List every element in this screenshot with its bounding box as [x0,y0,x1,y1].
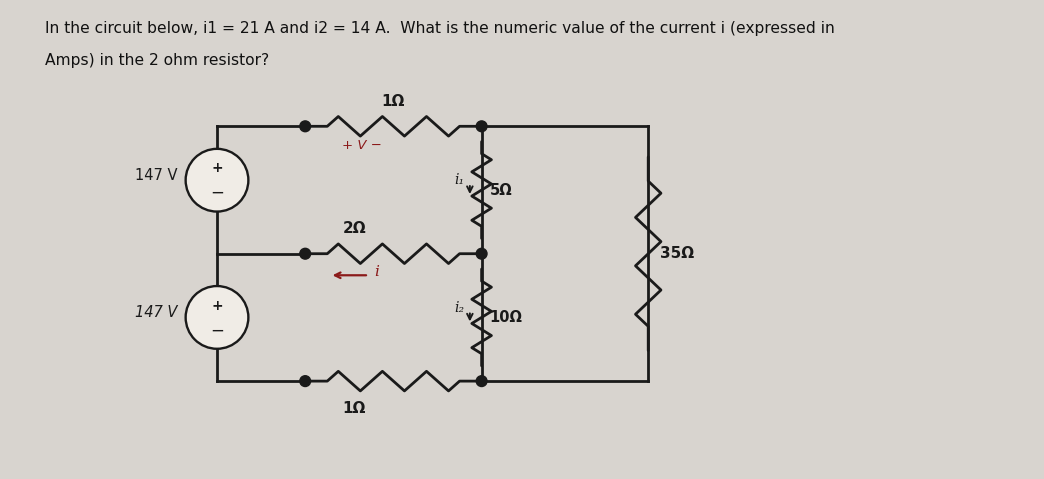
Text: 2Ω: 2Ω [342,221,366,236]
Text: 147 V: 147 V [136,168,177,183]
Text: 10Ω: 10Ω [490,310,522,325]
Circle shape [476,376,487,387]
Text: i: i [374,265,379,279]
Text: i₁: i₁ [454,173,464,187]
Text: +: + [211,161,222,175]
Text: −: − [210,321,224,339]
Text: In the circuit below, i1 = 21 A and i2 = 14 A.  What is the numeric value of the: In the circuit below, i1 = 21 A and i2 =… [46,22,835,36]
Circle shape [300,248,311,259]
Circle shape [300,121,311,132]
Text: 1Ω: 1Ω [382,94,405,109]
Text: +: + [211,298,222,313]
Text: 5Ω: 5Ω [490,182,513,197]
Circle shape [476,121,487,132]
Circle shape [186,286,248,349]
Text: Amps) in the 2 ohm resistor?: Amps) in the 2 ohm resistor? [46,53,269,68]
Text: 1Ω: 1Ω [342,401,365,416]
Text: i₂: i₂ [454,301,464,315]
Circle shape [186,149,248,212]
Text: + V −: + V − [342,139,382,152]
Text: 35Ω: 35Ω [660,246,694,261]
Circle shape [476,248,487,259]
Circle shape [300,376,311,387]
Text: −: − [210,184,224,202]
Text: 147 V: 147 V [136,305,177,320]
